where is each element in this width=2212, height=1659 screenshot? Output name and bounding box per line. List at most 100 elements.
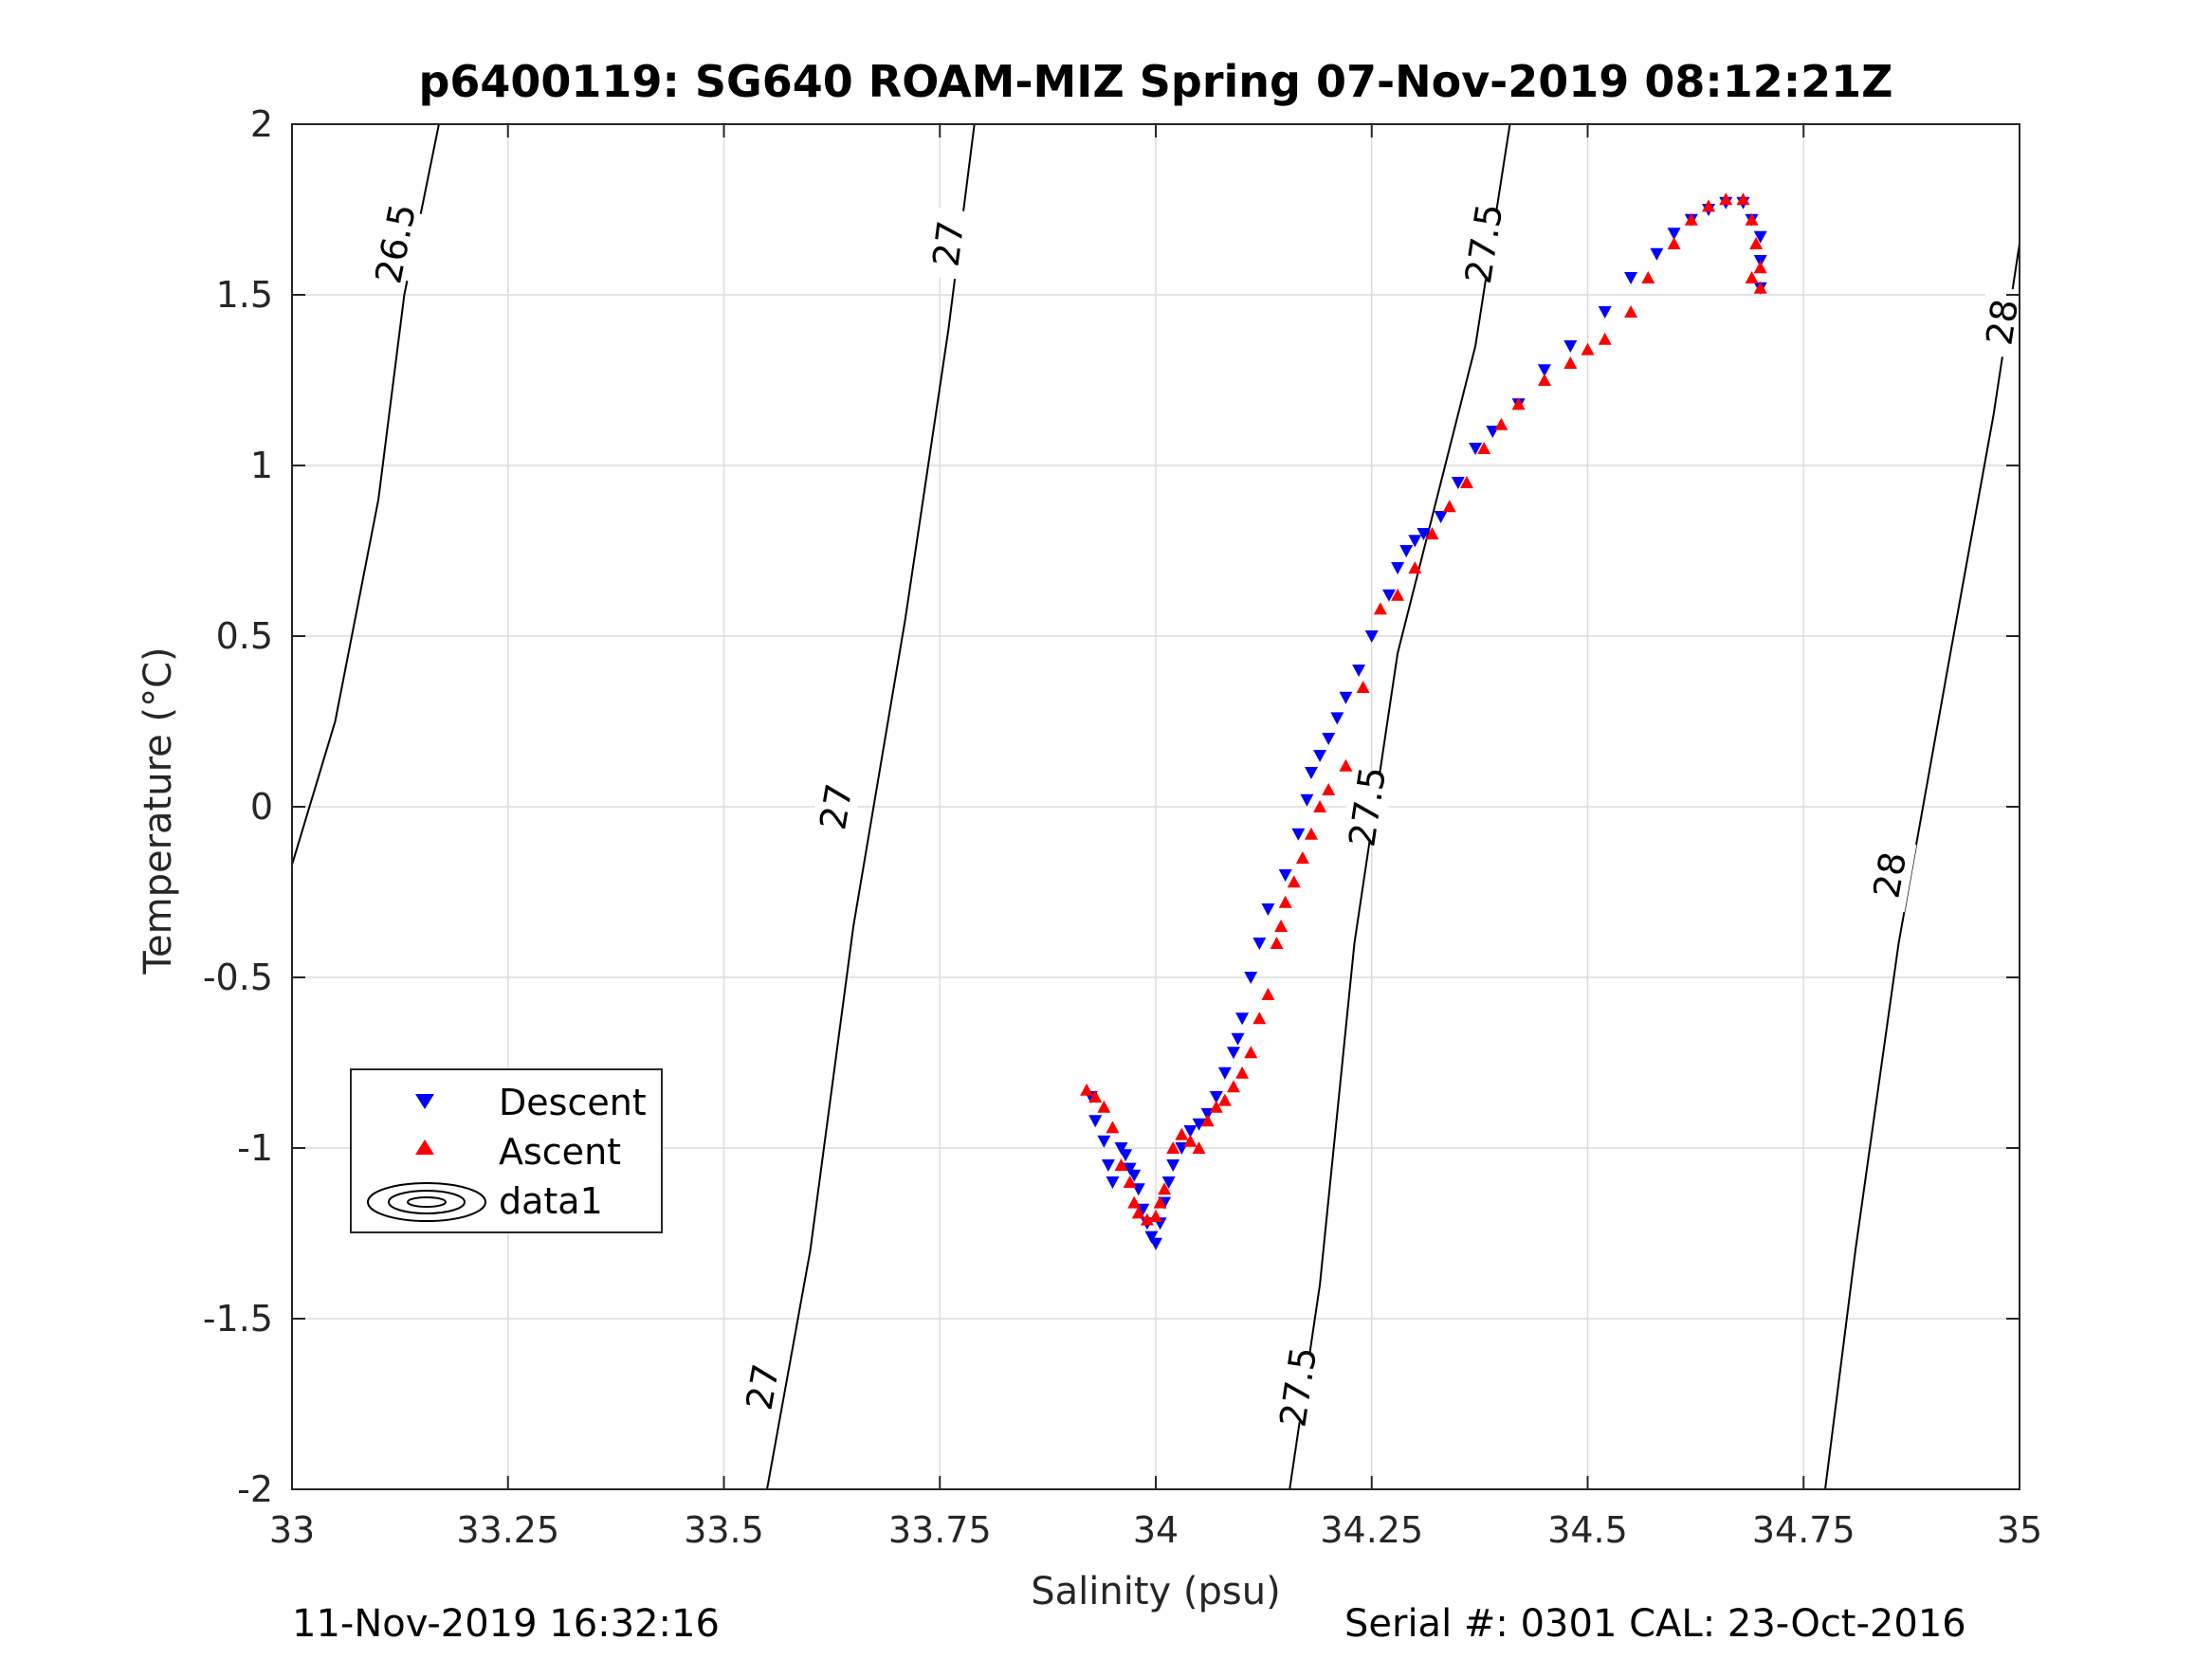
descent-point (1101, 1159, 1115, 1172)
descent-point (1106, 1176, 1120, 1189)
contour-line-27 (766, 124, 976, 1489)
y-axis-label: Temperature (°C) (137, 647, 180, 975)
y-tick-label: 2 (250, 103, 273, 145)
descent-point (1097, 1135, 1111, 1148)
contour-label-bg (923, 207, 974, 281)
ascent-point (1563, 356, 1578, 369)
descent-point (1127, 1169, 1142, 1182)
ascent-point (1684, 212, 1698, 226)
y-tick-label: -2 (237, 1468, 273, 1510)
descent-point (1231, 1032, 1245, 1046)
contour-label: 27 (739, 1360, 788, 1413)
data-series (1080, 192, 1767, 1250)
contour-label: 27 (924, 218, 972, 269)
descent-point (1381, 589, 1396, 602)
ascent-point (1114, 1158, 1128, 1171)
legend: Descent Ascent data1 (350, 1068, 663, 1233)
descent-point (1451, 477, 1465, 489)
contour-label: 27.5 (1457, 201, 1510, 286)
legend-contour-icon (367, 1182, 486, 1222)
legend-descent-marker (415, 1094, 434, 1109)
legend-box (350, 1068, 663, 1233)
ascent-point (1274, 920, 1289, 932)
ascent-point (1753, 261, 1767, 274)
ascent-point (1217, 1093, 1232, 1106)
ascent-point (1200, 1114, 1215, 1127)
descent-point (1598, 306, 1612, 319)
ascent-point (1131, 1206, 1145, 1219)
ascent-point (1537, 374, 1551, 386)
contour-label-bg (736, 1349, 790, 1425)
x-tick-label: 33 (269, 1509, 315, 1551)
x-tick-label: 34 (1133, 1509, 1179, 1551)
ascent-point (1442, 500, 1456, 513)
ascent-point (1140, 1212, 1154, 1226)
ascent-point (1753, 281, 1767, 294)
ascent-point (1641, 271, 1655, 283)
descent-point (1114, 1142, 1128, 1155)
descent-point (1235, 1012, 1250, 1026)
contour-label: 27.5 (1271, 1344, 1325, 1430)
ascent-point (1459, 476, 1473, 488)
descent-point (1408, 535, 1422, 548)
ascent-point (1278, 895, 1292, 908)
contour-label-bg (1342, 770, 1394, 844)
descent-point (1291, 828, 1306, 841)
descent-point (1753, 230, 1767, 244)
ascent-point (1295, 851, 1309, 864)
ascent-point (1123, 1176, 1137, 1188)
y-tick-label: -1 (237, 1127, 273, 1169)
footer-timestamp: 11-Nov-2019 16:32:16 (292, 1602, 720, 1646)
y-tick-label: 1 (250, 445, 273, 486)
descent-point (1166, 1159, 1180, 1172)
ascent-point (1244, 1046, 1258, 1059)
descent-point (1244, 972, 1258, 984)
ascent-point (1339, 758, 1353, 772)
y-tick-label: 1.5 (216, 274, 273, 316)
descent-point (1183, 1125, 1197, 1138)
ascent-point (1175, 1127, 1189, 1140)
contour-label-bg (368, 206, 424, 282)
ascent-point (1097, 1100, 1111, 1113)
ascent-point (1149, 1210, 1162, 1222)
ascent-point (1749, 237, 1764, 249)
descent-point (1624, 272, 1638, 284)
descent-point (1434, 511, 1448, 523)
ascent-point (1624, 305, 1638, 318)
descent-point (1537, 364, 1551, 377)
ascent-point (1745, 212, 1759, 226)
descent-point (1352, 665, 1366, 677)
ascent-point (1511, 397, 1526, 410)
y-tick-label: 0 (250, 786, 273, 828)
legend-data1-label: data1 (499, 1180, 603, 1222)
descent-point (1209, 1091, 1223, 1103)
ascent-point (1080, 1083, 1094, 1096)
series-ascent (1080, 192, 1767, 1226)
ascent-point (1106, 1121, 1120, 1134)
descent-point (1339, 691, 1353, 704)
ascent-point (1494, 417, 1508, 430)
ascent-point (1356, 681, 1370, 693)
x-tick-label: 34.25 (1320, 1509, 1423, 1551)
descent-point (1149, 1237, 1162, 1250)
ascent-point (1373, 602, 1387, 615)
ascent-point (1425, 527, 1439, 539)
descent-point (1119, 1149, 1133, 1162)
contour-label-bg (1976, 284, 2020, 359)
x-tick-label: 33.75 (888, 1509, 992, 1551)
ascent-point (1158, 1182, 1172, 1195)
descent-point (1650, 247, 1664, 261)
x-tick-label: 34.5 (1547, 1509, 1628, 1551)
ascent-point (1183, 1134, 1197, 1147)
descent-point (1330, 712, 1344, 725)
descent-point (1322, 733, 1336, 745)
ascent-point (1287, 875, 1301, 888)
grid (291, 123, 2020, 1490)
descent-point (1278, 869, 1292, 882)
ascent-point (1322, 783, 1336, 795)
descent-point (1088, 1115, 1103, 1128)
footer-serial-cal: Serial #: 0301 CAL: 23-Oct-2016 (1344, 1602, 1966, 1646)
ascent-point (1192, 1141, 1206, 1154)
contour-label: 26.5 (367, 200, 424, 287)
ascent-point (1226, 1080, 1240, 1093)
